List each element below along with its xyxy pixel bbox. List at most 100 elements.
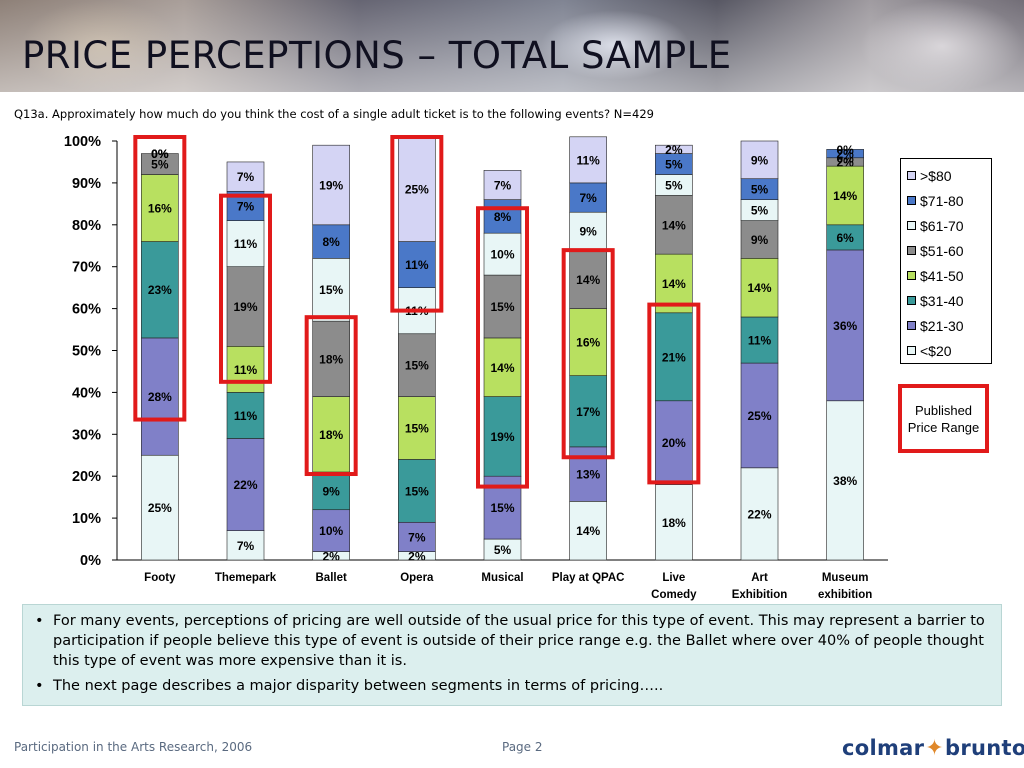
bar-segment: [141, 241, 179, 339]
legend-item: $31-40: [907, 288, 991, 313]
bar-segment: [740, 220, 779, 259]
page-number: Page 2: [502, 740, 543, 754]
data-label: 15%: [405, 359, 429, 373]
category-label: Themepark: [215, 572, 277, 584]
category-label: exhibition: [818, 589, 872, 601]
bar-segment: [398, 136, 436, 242]
category-label: Museum: [822, 572, 869, 584]
bar-segment: [226, 161, 265, 192]
legend-swatch: [907, 271, 916, 280]
published-price-range-highlight: [390, 135, 444, 313]
y-tick-label: 90%: [72, 176, 101, 192]
bar-segment: [226, 266, 265, 347]
bar-segment: [483, 274, 522, 339]
bar-segment: [312, 144, 350, 226]
y-tick-label: 40%: [72, 385, 101, 401]
published-price-range-highlight: [647, 302, 701, 485]
data-label: 11%: [234, 237, 258, 251]
data-label: 9%: [751, 233, 769, 247]
bar-segment: [740, 467, 779, 561]
data-label: 15%: [490, 501, 514, 515]
data-label: 5%: [665, 178, 683, 192]
logo-text-right: brunton: [945, 736, 1024, 760]
bar-segment: [226, 392, 265, 439]
data-label: 22%: [233, 478, 257, 492]
legend-item: $21-30: [907, 313, 991, 338]
data-label: 13%: [576, 468, 600, 482]
data-label: 17%: [576, 405, 600, 419]
data-label: 5%: [494, 543, 512, 557]
footer-source: Participation in the Arts Research, 2006: [14, 740, 253, 754]
bar-segment: [655, 195, 693, 255]
bar-segment: [826, 149, 864, 159]
bar-segment: [226, 346, 265, 393]
y-tick-label: 10%: [72, 511, 101, 527]
y-tick-label: 100%: [64, 134, 101, 150]
data-label: 11%: [576, 153, 600, 167]
data-label: 18%: [319, 352, 343, 366]
data-label: 14%: [490, 361, 514, 375]
data-label: 7%: [237, 170, 255, 184]
bar-segment: [569, 501, 607, 561]
data-label: 8%: [322, 235, 340, 249]
legend-item: <$20: [907, 338, 991, 363]
published-price-range-key: Published Price Range: [898, 384, 989, 453]
data-label: 6%: [836, 231, 854, 245]
data-label: 15%: [405, 484, 429, 498]
bar-segment: [312, 224, 350, 259]
bar-segment: [312, 509, 350, 552]
data-label: 9%: [322, 484, 340, 498]
category-label: Musical: [481, 572, 523, 584]
data-label: 7%: [237, 199, 255, 213]
legend-label: $41-50: [920, 267, 964, 284]
legend-swatch: [907, 196, 916, 205]
data-label: 0%: [151, 147, 169, 161]
data-label: 2%: [836, 155, 854, 169]
category-label: Exhibition: [732, 589, 788, 601]
bar-segment: [740, 140, 779, 180]
data-label: 5%: [665, 158, 683, 172]
bar-segment: [569, 375, 607, 448]
data-label: 25%: [747, 409, 771, 423]
bar-segment: [226, 530, 265, 561]
data-label: 36%: [833, 319, 857, 333]
data-label: 19%: [319, 178, 343, 192]
data-label: 16%: [576, 336, 600, 350]
bar-segment: [312, 471, 350, 511]
chart-legend: >$80 $71-80 $61-70 $51-60 $41-50 $31-40 $21-30…: [900, 158, 992, 364]
y-tick-label: 50%: [72, 344, 101, 360]
category-label: Art: [751, 572, 768, 584]
bar-segment: [569, 308, 607, 376]
data-label: 2%: [322, 549, 340, 563]
category-label: Footy: [144, 572, 176, 584]
data-label: 19%: [490, 430, 514, 444]
data-label: 14%: [576, 524, 600, 538]
bar-segment: [740, 258, 779, 318]
y-tick-label: 80%: [72, 218, 101, 234]
data-label: 18%: [662, 516, 686, 530]
data-label: 7%: [408, 530, 426, 544]
data-label: 11%: [234, 363, 258, 377]
bar-segment: [141, 337, 179, 456]
bar-segment: [483, 337, 522, 397]
bar-segment: [141, 153, 179, 175]
category-label: Play at QPAC: [552, 572, 625, 584]
bar-segment: [655, 400, 693, 485]
data-label: 11%: [234, 409, 258, 423]
data-label: 10%: [490, 248, 514, 262]
stacked-bar-chart: 0% 10% 20% 30% 40% 50% 60% 70% 80% 90% 100% 25% 28% 2…: [64, 134, 888, 601]
legend-label: $31-40: [920, 292, 964, 309]
published-price-range-highlight: [561, 248, 615, 460]
category-label: Live: [662, 572, 685, 584]
data-label: 14%: [747, 281, 771, 295]
published-price-range-label: Published Price Range: [907, 402, 980, 435]
data-label: 2%: [836, 147, 854, 161]
data-label: 16%: [148, 202, 172, 216]
bar-segment: [398, 521, 436, 552]
data-label: 28%: [148, 390, 172, 404]
data-label: 14%: [662, 277, 686, 291]
data-label: 0%: [836, 143, 854, 157]
note-item: The next page describes a major disparit…: [33, 676, 991, 696]
legend-item: $61-70: [907, 213, 991, 238]
data-label: 7%: [494, 178, 512, 192]
